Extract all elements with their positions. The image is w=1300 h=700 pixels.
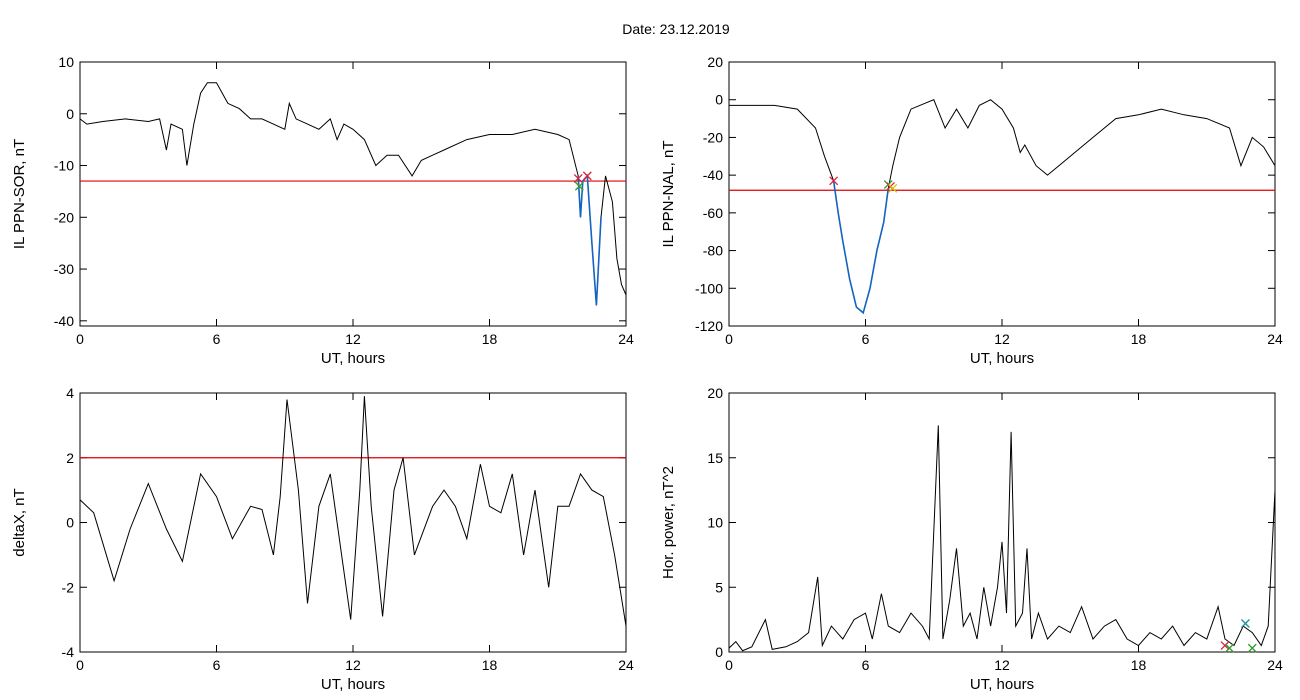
x-tick-label: 18: [482, 657, 498, 673]
y-axis-label: deltaX, nT: [11, 488, 28, 556]
series-line: [80, 396, 626, 627]
y-tick-label: 10: [707, 515, 723, 531]
x-tick-label: 0: [725, 331, 733, 347]
x-axis-label: UT, hours: [970, 350, 1034, 367]
x-tick-label: 0: [76, 657, 84, 673]
event-marker: [1240, 619, 1250, 628]
event-marker: [582, 171, 592, 181]
y-tick-label: -20: [703, 129, 723, 145]
y-tick-label: 0: [715, 644, 723, 660]
plot-frame: [79, 61, 627, 327]
x-tick-label: 24: [618, 331, 634, 347]
highlight-segment: [577, 173, 602, 306]
chart-hor-power: 0 6 12 18 24 20 15 10 5 0 UT, hours Hor. power, nT^…: [660, 385, 1283, 693]
x-axis-label: UT, hours: [970, 676, 1034, 693]
y-tick-label: -20: [54, 209, 74, 225]
chart-deltax: 0 6 12 18 24 4 2 0 -2 -4 UT, hours deltaX, nT: [11, 385, 634, 693]
y-tick-label: -80: [703, 243, 723, 259]
chart-ppn-nal: 0 6 12 18 24 20 0 -20 -40 -60 -80 -100 -120 UT, hours…: [660, 54, 1283, 367]
y-tick-label: 0: [66, 515, 74, 531]
plot-frame: [728, 392, 1276, 653]
y-tick-label: -40: [703, 167, 723, 183]
series-line: [80, 82, 626, 306]
y-tick-label: -100: [695, 280, 723, 296]
x-tick-label: 12: [345, 331, 361, 347]
y-tick-label: 20: [707, 385, 723, 401]
y-tick-label: 15: [707, 450, 723, 466]
y-tick-label: -30: [54, 261, 74, 277]
y-axis-label: IL PPN-NAL, nT: [660, 141, 677, 248]
x-axis-label: UT, hours: [321, 350, 385, 367]
plot-frame: [728, 61, 1276, 327]
x-tick-label: 18: [1131, 657, 1147, 673]
y-tick-label: -4: [62, 644, 75, 660]
y-tick-label: 10: [58, 54, 74, 70]
x-tick-label: 0: [76, 331, 84, 347]
event-marker: [1225, 643, 1234, 653]
y-tick-label: -2: [62, 579, 75, 595]
y-tick-label: -120: [695, 318, 723, 334]
x-tick-label: 24: [618, 657, 634, 673]
series-line: [729, 425, 1275, 652]
highlight-segment: [832, 180, 890, 315]
y-tick-label: -60: [703, 205, 723, 221]
x-tick-label: 12: [994, 657, 1010, 673]
event-marker: [1247, 643, 1257, 653]
y-tick-label: 0: [715, 92, 723, 108]
event-marker: [574, 181, 584, 191]
y-tick-label: -40: [54, 313, 74, 329]
x-tick-label: 12: [345, 657, 361, 673]
x-tick-label: 18: [482, 331, 498, 347]
x-tick-label: 0: [725, 657, 733, 673]
chart-ppn-sor: 0 6 12 18 24 10 0 -10 -20 -30 -40 UT, hours IL PPN-S…: [11, 54, 634, 367]
x-tick-label: 6: [213, 657, 221, 673]
y-tick-label: 4: [66, 385, 74, 401]
event-marker: [573, 174, 583, 183]
x-tick-label: 24: [1267, 331, 1283, 347]
y-axis-label: Hor. power, nT^2: [660, 466, 677, 579]
series-line: [729, 99, 1275, 314]
y-tick-label: 0: [66, 106, 74, 122]
event-marker: [1220, 641, 1230, 650]
x-tick-label: 6: [862, 331, 870, 347]
x-tick-label: 12: [994, 331, 1010, 347]
event-marker: [829, 176, 839, 186]
y-axis-label: IL PPN-SOR, nT: [11, 139, 28, 249]
page-title: Date: 23.12.2019: [622, 21, 730, 37]
event-marker: [888, 183, 898, 193]
y-tick-label: 20: [707, 54, 723, 70]
y-tick-label: -10: [54, 158, 74, 174]
x-tick-label: 6: [213, 331, 221, 347]
x-tick-label: 6: [862, 657, 870, 673]
y-tick-label: 2: [66, 450, 74, 466]
x-tick-label: 18: [1131, 331, 1147, 347]
x-axis-label: UT, hours: [321, 676, 385, 693]
y-tick-label: 5: [715, 579, 723, 595]
plot-frame: [79, 392, 627, 653]
x-tick-label: 24: [1267, 657, 1283, 673]
